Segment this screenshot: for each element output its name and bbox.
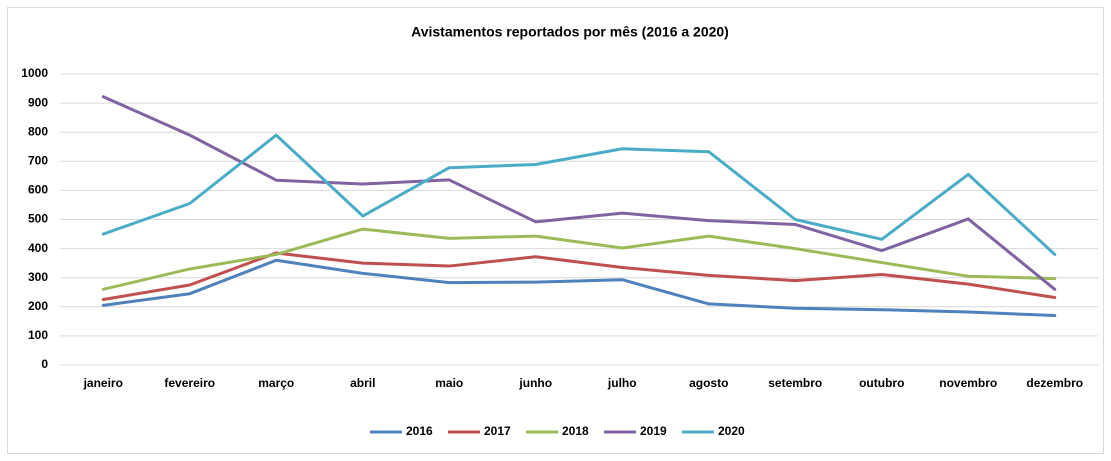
x-tick-label: janeiro bbox=[83, 376, 123, 390]
x-tick-label: novembro bbox=[939, 376, 997, 390]
y-tick-label: 400 bbox=[28, 241, 48, 255]
y-tick-label: 600 bbox=[28, 183, 48, 197]
legend-label: 2019 bbox=[640, 424, 667, 438]
series-line bbox=[101, 227, 1057, 291]
legend-label: 2017 bbox=[484, 424, 511, 438]
legend-label: 2020 bbox=[718, 424, 745, 438]
series-line bbox=[101, 258, 1057, 318]
x-tick-label: dezembro bbox=[1026, 376, 1083, 390]
x-tick-label: fevereiro bbox=[164, 376, 215, 390]
y-tick-label: 900 bbox=[28, 95, 48, 109]
y-tick-label: 100 bbox=[28, 328, 48, 342]
series-line bbox=[101, 95, 1057, 291]
x-tick-label: setembro bbox=[768, 376, 822, 390]
y-tick-label: 300 bbox=[28, 270, 48, 284]
x-tick-label: abril bbox=[350, 376, 375, 390]
x-tick-label: julho bbox=[607, 376, 637, 390]
x-tick-label: maio bbox=[435, 376, 463, 390]
y-tick-label: 0 bbox=[41, 357, 48, 371]
y-tick-label: 1000 bbox=[21, 66, 48, 80]
legend-label: 2016 bbox=[406, 424, 433, 438]
x-tick-label: outubro bbox=[859, 376, 904, 390]
y-tick-label: 800 bbox=[28, 124, 48, 138]
chart-border bbox=[7, 7, 1104, 454]
x-tick-label: agosto bbox=[689, 376, 728, 390]
x-tick-label: março bbox=[258, 376, 294, 390]
y-tick-label: 200 bbox=[28, 299, 48, 313]
legend-label: 2018 bbox=[562, 424, 589, 438]
series-line bbox=[101, 133, 1057, 256]
y-tick-label: 500 bbox=[28, 212, 48, 226]
y-tick-label: 700 bbox=[28, 153, 48, 167]
x-tick-label: junho bbox=[518, 376, 552, 390]
chart-title: Avistamentos reportados por mês (2016 a … bbox=[411, 24, 729, 40]
